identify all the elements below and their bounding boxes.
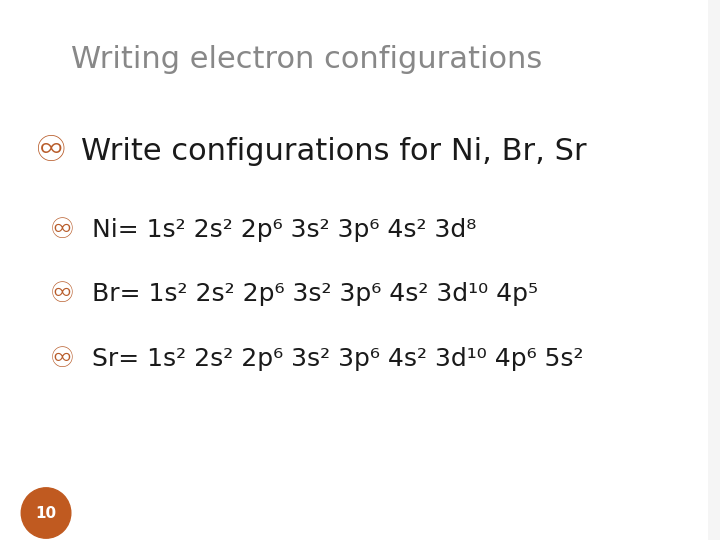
Text: Ni= 1s² 2s² 2p⁶ 3s² 3p⁶ 4s² 3d⁸: Ni= 1s² 2s² 2p⁶ 3s² 3p⁶ 4s² 3d⁸ bbox=[92, 218, 477, 241]
Text: Sr= 1s² 2s² 2p⁶ 3s² 3p⁶ 4s² 3d¹⁰ 4p⁶ 5s²: Sr= 1s² 2s² 2p⁶ 3s² 3p⁶ 4s² 3d¹⁰ 4p⁶ 5s² bbox=[92, 347, 584, 371]
Text: 10: 10 bbox=[35, 505, 57, 521]
Text: Write configurations for Ni, Br, Sr: Write configurations for Ni, Br, Sr bbox=[81, 137, 587, 166]
Text: ♾: ♾ bbox=[35, 134, 68, 168]
Ellipse shape bbox=[22, 488, 71, 538]
Text: ♾: ♾ bbox=[50, 215, 74, 244]
Text: ♾: ♾ bbox=[50, 345, 74, 373]
Text: ♾: ♾ bbox=[50, 280, 74, 308]
Text: Br= 1s² 2s² 2p⁶ 3s² 3p⁶ 4s² 3d¹⁰ 4p⁵: Br= 1s² 2s² 2p⁶ 3s² 3p⁶ 4s² 3d¹⁰ 4p⁵ bbox=[92, 282, 538, 306]
Text: Writing electron configurations: Writing electron configurations bbox=[71, 45, 542, 74]
